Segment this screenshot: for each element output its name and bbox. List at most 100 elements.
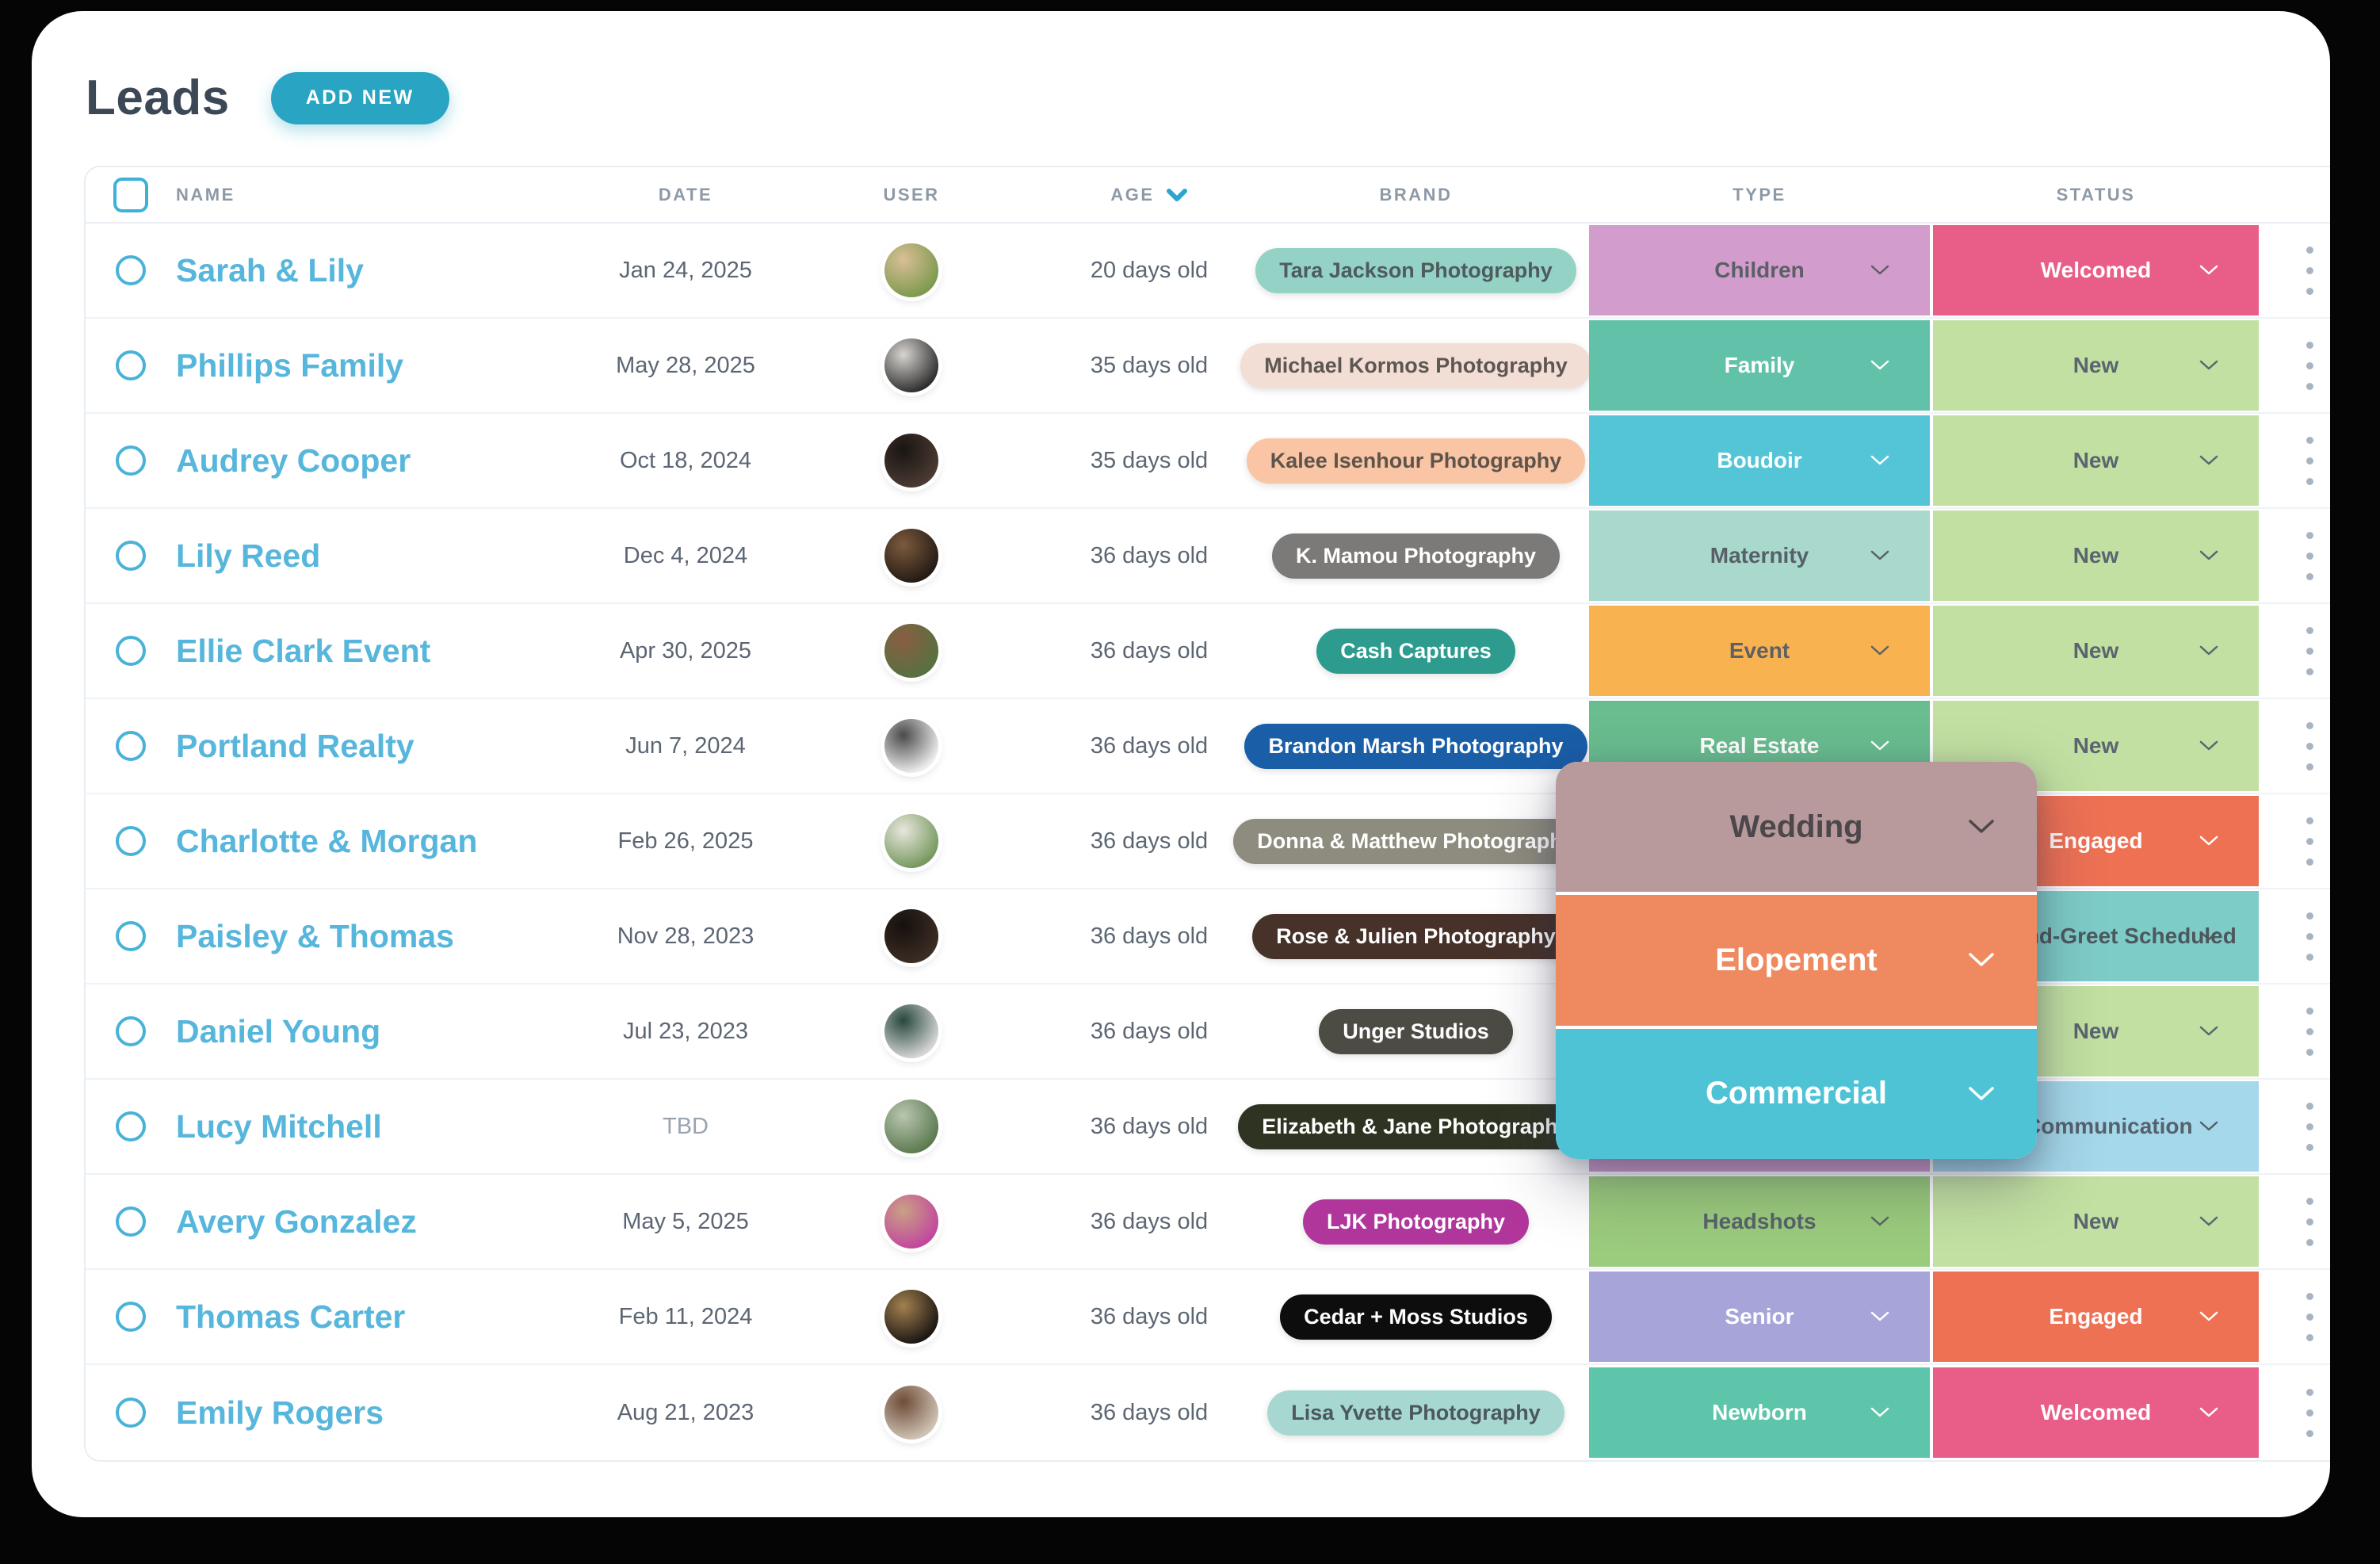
lead-name-link[interactable]: Portland Realty bbox=[176, 727, 414, 764]
row-checkbox[interactable] bbox=[116, 350, 146, 380]
chevron-down-icon bbox=[1969, 1087, 1994, 1100]
chevron-down-icon bbox=[1870, 550, 1889, 560]
kebab-menu-icon[interactable] bbox=[2298, 426, 2321, 496]
user-avatar bbox=[884, 1004, 938, 1058]
lead-name-link[interactable]: Thomas Carter bbox=[176, 1298, 406, 1335]
user-avatar bbox=[884, 1386, 938, 1440]
type-select[interactable]: Family bbox=[1589, 320, 1930, 411]
type-select[interactable]: Senior bbox=[1589, 1271, 1930, 1362]
status-select[interactable]: New bbox=[1933, 415, 2259, 506]
lead-name-link[interactable]: Lucy Mitchell bbox=[176, 1107, 382, 1145]
table-row: Daniel Young Jul 23, 2023 36 days old Un… bbox=[86, 985, 2330, 1080]
type-value: Real Estate bbox=[1699, 733, 1820, 758]
chevron-down-icon bbox=[1870, 455, 1889, 465]
chevron-down-icon bbox=[2199, 645, 2218, 656]
lead-name-link[interactable]: Emily Rogers bbox=[176, 1394, 384, 1431]
brand-badge: Unger Studios bbox=[1319, 1008, 1513, 1054]
lead-age: 36 days old bbox=[1090, 1208, 1209, 1234]
status-select[interactable]: New bbox=[1933, 510, 2259, 601]
status-select[interactable]: New bbox=[1933, 701, 2259, 791]
column-header-date: DATE bbox=[658, 184, 713, 205]
type-select[interactable]: Newborn bbox=[1589, 1367, 1930, 1458]
kebab-menu-icon[interactable] bbox=[2298, 996, 2321, 1067]
chevron-down-icon bbox=[2199, 740, 2218, 751]
lead-date: Aug 21, 2023 bbox=[617, 1399, 754, 1425]
row-checkbox[interactable] bbox=[116, 1111, 146, 1141]
column-header-age-sort[interactable]: AGE bbox=[1054, 185, 1244, 205]
select-all-checkbox[interactable] bbox=[113, 177, 148, 212]
lead-date: Feb 11, 2024 bbox=[618, 1303, 753, 1329]
brand-badge: Brandon Marsh Photography bbox=[1244, 723, 1587, 769]
status-select[interactable]: Engaged bbox=[1933, 1271, 2259, 1362]
kebab-menu-icon[interactable] bbox=[2298, 235, 2321, 306]
row-checkbox[interactable] bbox=[116, 1398, 146, 1428]
row-checkbox[interactable] bbox=[116, 636, 146, 666]
lead-name-link[interactable]: Avery Gonzalez bbox=[176, 1203, 417, 1240]
user-avatar bbox=[884, 719, 938, 773]
row-checkbox[interactable] bbox=[116, 1016, 146, 1046]
row-checkbox[interactable] bbox=[116, 541, 146, 571]
lead-name-link[interactable]: Audrey Cooper bbox=[176, 442, 411, 479]
kebab-menu-icon[interactable] bbox=[2298, 1187, 2321, 1257]
type-option-wedding[interactable]: Wedding bbox=[1556, 762, 2037, 893]
kebab-menu-icon[interactable] bbox=[2298, 806, 2321, 877]
table-row: Sarah & Lily Jan 24, 2025 20 days old Ta… bbox=[86, 224, 2330, 319]
status-select[interactable]: New bbox=[1933, 320, 2259, 411]
type-option-elopement[interactable]: Elopement bbox=[1556, 895, 2037, 1026]
status-value: New bbox=[2072, 733, 2119, 758]
kebab-menu-icon[interactable] bbox=[2298, 901, 2321, 972]
row-checkbox[interactable] bbox=[116, 921, 146, 951]
lead-name-link[interactable]: Charlotte & Morgan bbox=[176, 822, 478, 859]
type-select[interactable]: Children bbox=[1589, 225, 1930, 315]
table-row: Avery Gonzalez May 5, 2025 36 days old L… bbox=[86, 1175, 2330, 1270]
table-row: Emily Rogers Aug 21, 2023 36 days old Li… bbox=[86, 1365, 2330, 1460]
type-value: Newborn bbox=[1712, 1400, 1807, 1424]
lead-age: 36 days old bbox=[1090, 1399, 1209, 1425]
status-select[interactable]: New bbox=[1933, 1176, 2259, 1267]
chevron-down-icon bbox=[2199, 360, 2218, 370]
lead-date: Apr 30, 2025 bbox=[619, 637, 752, 663]
status-select[interactable]: Welcomed bbox=[1933, 1367, 2259, 1458]
lead-age: 36 days old bbox=[1090, 637, 1209, 663]
row-checkbox[interactable] bbox=[116, 445, 146, 476]
add-new-button[interactable]: ADD NEW bbox=[270, 71, 449, 124]
sort-descending-icon bbox=[1166, 188, 1188, 202]
brand-badge: Cash Captures bbox=[1316, 628, 1515, 674]
kebab-menu-icon[interactable] bbox=[2298, 521, 2321, 591]
lead-date: Feb 26, 2025 bbox=[617, 828, 754, 854]
lead-name-link[interactable]: Daniel Young bbox=[176, 1012, 381, 1050]
lead-name-link[interactable]: Lily Reed bbox=[176, 537, 321, 574]
type-select[interactable]: Maternity bbox=[1589, 510, 1930, 601]
lead-date: Jan 24, 2025 bbox=[619, 257, 752, 283]
leads-page-card: Leads ADD NEW NAME DATE USER AGE BRAND T… bbox=[32, 11, 2330, 1517]
type-option-commercial[interactable]: Commercial bbox=[1556, 1028, 2037, 1159]
status-select[interactable]: New bbox=[1933, 606, 2259, 696]
lead-name-link[interactable]: Paisley & Thomas bbox=[176, 917, 454, 954]
kebab-menu-icon[interactable] bbox=[2298, 616, 2321, 686]
status-select[interactable]: Welcomed bbox=[1933, 225, 2259, 315]
lead-name-link[interactable]: Ellie Clark Event bbox=[176, 632, 431, 669]
kebab-menu-icon[interactable] bbox=[2298, 711, 2321, 782]
row-checkbox[interactable] bbox=[116, 1302, 146, 1332]
brand-badge: Michael Kormos Photography bbox=[1240, 342, 1591, 388]
row-checkbox[interactable] bbox=[116, 826, 146, 856]
row-checkbox[interactable] bbox=[116, 731, 146, 761]
lead-age: 36 days old bbox=[1090, 1303, 1209, 1329]
row-checkbox[interactable] bbox=[116, 255, 146, 285]
user-avatar bbox=[884, 434, 938, 488]
row-checkbox[interactable] bbox=[116, 1206, 146, 1237]
type-option-label: Wedding bbox=[1729, 809, 1863, 844]
type-select[interactable]: Headshots bbox=[1589, 1176, 1930, 1267]
lead-name-link[interactable]: Phillips Family bbox=[176, 346, 404, 384]
kebab-menu-icon[interactable] bbox=[2298, 1378, 2321, 1448]
kebab-menu-icon[interactable] bbox=[2298, 331, 2321, 401]
chevron-down-icon bbox=[1870, 645, 1889, 656]
lead-name-link[interactable]: Sarah & Lily bbox=[176, 251, 364, 289]
column-header-user: USER bbox=[883, 184, 940, 205]
type-select[interactable]: Event bbox=[1589, 606, 1930, 696]
kebab-menu-icon[interactable] bbox=[2298, 1092, 2321, 1162]
type-select[interactable]: Boudoir bbox=[1589, 415, 1930, 506]
table-row: Thomas Carter Feb 11, 2024 36 days old C… bbox=[86, 1270, 2330, 1365]
lead-age: 36 days old bbox=[1090, 1113, 1209, 1139]
kebab-menu-icon[interactable] bbox=[2298, 1282, 2321, 1352]
